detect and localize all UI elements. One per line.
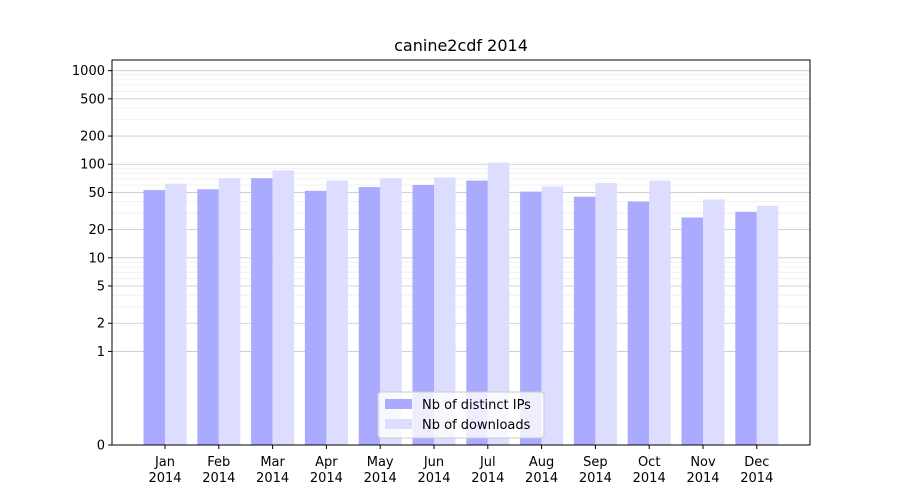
x-tick-month: Feb xyxy=(207,455,230,470)
legend-label: Nb of distinct IPs xyxy=(422,398,531,413)
y-tick-label: 10 xyxy=(88,251,105,266)
legend-swatch xyxy=(385,399,412,409)
y-tick-label: 5 xyxy=(97,280,105,295)
x-tick-year: 2014 xyxy=(148,471,181,486)
x-tick-month: Aug xyxy=(529,455,554,470)
y-tick-label: 50 xyxy=(88,186,105,201)
y-tick-label: 1000 xyxy=(72,64,105,79)
y-axis: 0 1 2 5 10 20 50 100 200 500 1000 xyxy=(72,64,112,454)
y-tick-label: 0 xyxy=(97,439,105,454)
x-tick-label: Mar 2014 xyxy=(256,455,289,486)
x-tick-month: Oct xyxy=(638,455,660,470)
bar-distinct-ips xyxy=(466,180,488,446)
x-tick-label: Nov 2014 xyxy=(686,455,719,486)
bar-downloads xyxy=(541,186,564,445)
plot-frame xyxy=(111,59,811,446)
bar-downloads xyxy=(649,180,671,446)
x-tick-year: 2014 xyxy=(579,471,612,486)
x-tick-month: May xyxy=(367,455,394,470)
x-tick-year: 2014 xyxy=(364,471,397,486)
bar-downloads xyxy=(434,177,456,446)
legend-label: Nb of downloads xyxy=(422,418,531,433)
x-tick-year: 2014 xyxy=(740,471,773,486)
bar-downloads xyxy=(218,178,241,445)
bar-distinct-ips xyxy=(251,178,273,445)
bar-distinct-ips xyxy=(143,190,165,445)
bar-downloads xyxy=(165,183,187,445)
x-tick-month: Sep xyxy=(583,455,608,470)
x-tick-year: 2014 xyxy=(310,471,343,486)
bar-downloads xyxy=(487,162,510,445)
x-tick-year: 2014 xyxy=(256,471,289,486)
y-tick-label: 100 xyxy=(80,158,105,173)
x-tick-year: 2014 xyxy=(525,471,558,486)
chart-title: canine2cdf 2014 xyxy=(394,36,528,55)
x-tick-label: Jan 2014 xyxy=(148,455,181,486)
x-tick-year: 2014 xyxy=(633,471,666,486)
bar-distinct-ips xyxy=(573,196,596,445)
bar-downloads xyxy=(326,180,348,446)
bar-distinct-ips xyxy=(681,217,703,445)
x-tick-label: May 2014 xyxy=(364,455,397,486)
x-tick-month: Dec xyxy=(744,455,769,470)
y-tick-label: 2 xyxy=(97,317,105,332)
bar-distinct-ips xyxy=(197,189,219,445)
x-tick-year: 2014 xyxy=(686,471,719,486)
x-tick-label: Sep 2014 xyxy=(579,455,612,486)
x-tick-label: Aug 2014 xyxy=(525,455,558,486)
bars xyxy=(143,162,779,446)
legend-swatch xyxy=(385,419,412,429)
y-tick-label: 500 xyxy=(80,92,105,107)
legend: Nb of distinct IPs Nb of downloads xyxy=(377,391,545,439)
x-tick-month: Mar xyxy=(260,455,285,470)
x-tick-month: Jan xyxy=(154,455,175,470)
x-tick-label: Oct 2014 xyxy=(633,455,666,486)
bar-downloads xyxy=(272,170,295,445)
x-tick-year: 2014 xyxy=(471,471,504,486)
y-tick-label: 1 xyxy=(97,345,105,360)
x-tick-month: Apr xyxy=(315,455,338,470)
y-tick-label: 20 xyxy=(88,223,105,238)
x-tick-month: Jun xyxy=(423,455,444,470)
x-tick-year: 2014 xyxy=(417,471,450,486)
bar-downloads xyxy=(703,199,725,445)
x-tick-month: Nov xyxy=(690,455,716,470)
x-tick-label: Dec 2014 xyxy=(740,455,773,486)
legend-box xyxy=(377,391,545,439)
bar-distinct-ips xyxy=(627,201,650,445)
x-tick-label: Apr 2014 xyxy=(310,455,343,486)
y-tick-label: 200 xyxy=(80,130,105,145)
bar-distinct-ips xyxy=(520,191,542,445)
x-tick-month: Jul xyxy=(479,455,496,470)
bar-downloads xyxy=(595,183,617,446)
x-tick-label: Feb 2014 xyxy=(202,455,235,486)
bar-distinct-ips xyxy=(412,185,434,445)
bar-distinct-ips xyxy=(304,190,327,445)
bar-downloads xyxy=(380,178,402,445)
bar-distinct-ips xyxy=(735,211,757,445)
bar-downloads xyxy=(756,205,779,445)
bar-distinct-ips xyxy=(358,187,381,445)
x-tick-label: Jun 2014 xyxy=(417,455,450,486)
x-tick-year: 2014 xyxy=(202,471,235,486)
x-tick-label: Jul 2014 xyxy=(471,455,504,486)
